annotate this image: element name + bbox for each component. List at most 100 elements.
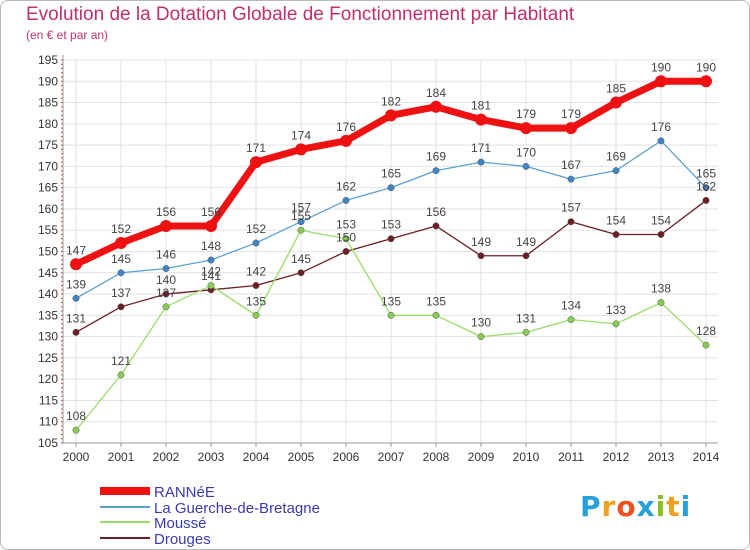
data-point-la-guerche-de-bretagne [342, 196, 350, 204]
y-tick-label: 105 [38, 436, 58, 450]
x-tick-label: 2002 [153, 450, 180, 464]
data-point-drouges [297, 269, 305, 277]
data-label-mousse: 130 [471, 316, 491, 330]
data-label-la-guerche-de-bretagne: 139 [66, 277, 86, 291]
data-point-mousse [297, 226, 305, 234]
data-point-mousse [477, 333, 485, 341]
y-tick-label: 150 [38, 245, 58, 259]
y-tick-label: 190 [38, 74, 58, 88]
data-point-rannee [160, 219, 172, 232]
x-tick-label: 2006 [333, 450, 360, 464]
data-point-rannee [610, 96, 622, 109]
data-label-la-guerche-de-bretagne: 169 [426, 150, 446, 164]
data-label-drouges: 157 [561, 201, 581, 215]
data-label-mousse: 135 [381, 294, 401, 308]
data-point-rannee [520, 122, 532, 135]
data-label-drouges: 140 [156, 273, 176, 287]
data-label-rannee: 147 [66, 243, 86, 257]
data-label-rannee: 179 [516, 107, 536, 121]
logo-letter: r [601, 490, 617, 523]
x-tick-label: 2012 [603, 450, 630, 464]
data-point-rannee [700, 75, 712, 88]
data-label-mousse: 121 [111, 354, 131, 368]
data-point-la-guerche-de-bretagne [657, 137, 665, 145]
y-tick-label: 175 [38, 138, 58, 152]
data-point-drouges [612, 231, 620, 238]
data-point-mousse [387, 311, 395, 319]
data-point-drouges [657, 231, 665, 238]
data-label-mousse: 135 [246, 294, 266, 308]
data-label-drouges: 154 [606, 213, 626, 227]
data-point-la-guerche-de-bretagne [432, 167, 440, 175]
y-tick-label: 120 [38, 372, 58, 386]
data-point-mousse [252, 311, 260, 319]
data-label-mousse: 155 [291, 209, 311, 223]
y-tick-label: 135 [38, 308, 58, 322]
legend-label-drouges: Drouges [154, 531, 211, 548]
logo-letter: x [636, 490, 656, 523]
x-tick-label: 2005 [288, 450, 315, 464]
data-point-rannee [70, 258, 82, 271]
data-label-drouges: 149 [471, 235, 491, 249]
logo-letter: i [680, 490, 692, 523]
data-point-drouges [387, 235, 395, 243]
data-label-la-guerche-de-bretagne: 157 [291, 201, 311, 215]
data-label-rannee: 152 [111, 222, 131, 236]
data-label-mousse: 134 [561, 299, 581, 313]
data-label-la-guerche-de-bretagne: 176 [651, 120, 671, 134]
x-tick-label: 2014 [693, 450, 720, 464]
data-point-la-guerche-de-bretagne [612, 167, 620, 175]
data-label-drouges: 162 [696, 179, 716, 193]
data-point-mousse [522, 328, 530, 336]
data-point-mousse [117, 371, 125, 379]
legend-label-rannee: RANNéE [154, 484, 215, 501]
data-label-la-guerche-de-bretagne: 171 [471, 141, 491, 155]
data-label-rannee: 156 [156, 205, 176, 219]
legend-label-la-guerche-de-bretagne: La Guerche-de-Bretagne [154, 500, 320, 517]
data-label-la-guerche-de-bretagne: 162 [336, 179, 356, 193]
data-point-mousse [432, 311, 440, 319]
x-tick-label: 2001 [108, 450, 135, 464]
data-label-la-guerche-de-bretagne: 165 [381, 167, 401, 181]
x-tick-label: 2009 [468, 450, 495, 464]
x-tick-label: 2007 [378, 450, 405, 464]
data-label-la-guerche-de-bretagne: 169 [606, 150, 626, 164]
y-tick-label: 115 [39, 393, 58, 407]
data-point-la-guerche-de-bretagne [702, 184, 710, 192]
data-point-mousse [162, 303, 170, 311]
axes: 1051101151201251301351401451501551601651… [38, 53, 720, 464]
data-label-la-guerche-de-bretagne: 165 [696, 167, 716, 181]
data-point-rannee [475, 113, 487, 126]
data-point-rannee [655, 75, 667, 88]
data-point-la-guerche-de-bretagne [162, 265, 170, 272]
data-point-la-guerche-de-bretagne [477, 158, 485, 166]
data-point-drouges [117, 303, 125, 311]
data-point-la-guerche-de-bretagne [522, 162, 530, 170]
data-label-mousse: 128 [696, 324, 716, 338]
y-tick-label: 170 [38, 159, 58, 173]
data-label-la-guerche-de-bretagne: 152 [246, 222, 266, 236]
proxiti-logo: Proxiti [580, 490, 691, 523]
y-tick-label: 155 [38, 223, 58, 237]
data-label-rannee: 190 [696, 60, 716, 74]
legend-label-mousse: Moussé [154, 515, 207, 532]
data-point-la-guerche-de-bretagne [207, 256, 215, 264]
data-point-la-guerche-de-bretagne [297, 218, 305, 226]
data-label-rannee: 182 [381, 94, 401, 108]
data-label-la-guerche-de-bretagne: 167 [561, 158, 581, 172]
data-point-drouges [477, 252, 485, 260]
data-label-mousse: 138 [651, 282, 671, 296]
data-point-drouges [432, 222, 440, 230]
x-tick-label: 2004 [243, 450, 270, 464]
data-point-mousse [702, 341, 710, 349]
data-label-drouges: 145 [291, 252, 311, 266]
data-label-mousse: 135 [426, 294, 446, 308]
data-label-rannee: 171 [246, 141, 266, 155]
data-label-la-guerche-de-bretagne: 148 [201, 239, 221, 253]
y-tick-label: 185 [38, 96, 58, 110]
data-label-rannee: 185 [606, 82, 626, 96]
logo-letter: o [616, 490, 637, 523]
y-tick-label: 180 [38, 117, 58, 131]
chart-title: Evolution de la Dotation Globale de Fonc… [26, 4, 575, 25]
